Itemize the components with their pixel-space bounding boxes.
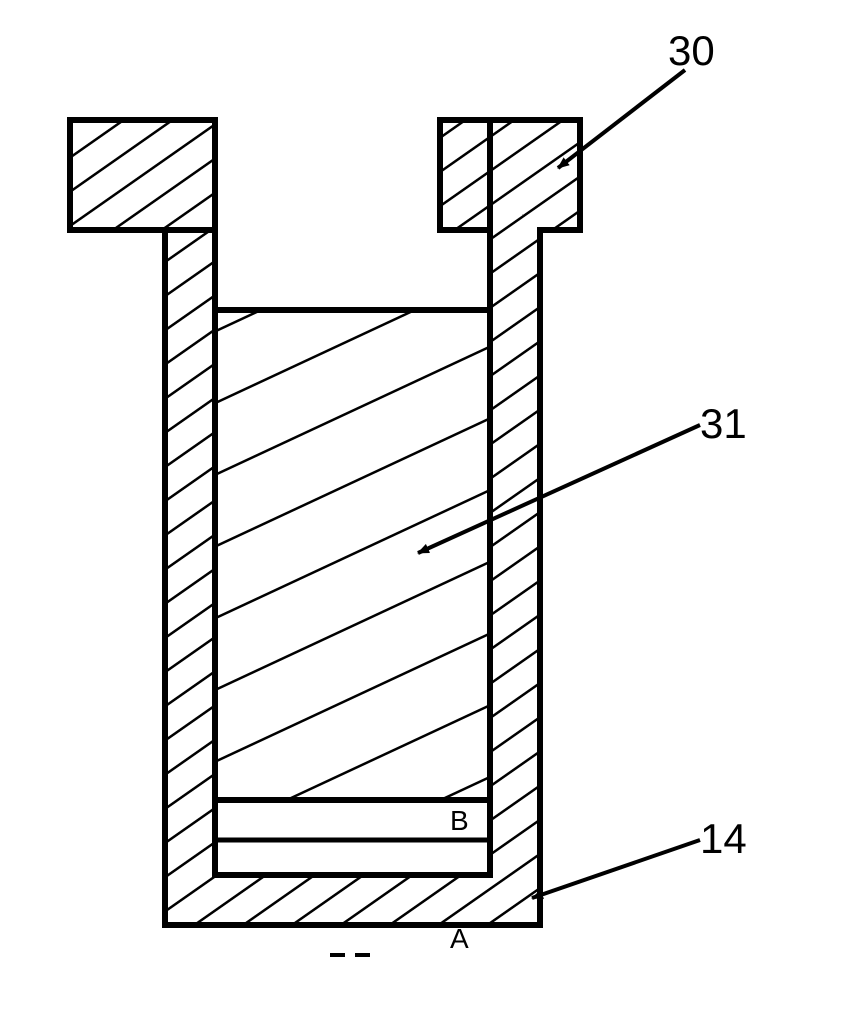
label-31: 31 — [700, 400, 747, 447]
point-label-B: B — [450, 805, 469, 836]
core-block-31 — [215, 310, 490, 800]
point-label-A: A — [450, 923, 469, 954]
slab-under-core — [215, 800, 490, 840]
leader-14 — [532, 840, 700, 898]
label-14: 14 — [700, 815, 747, 862]
label-30: 30 — [668, 27, 715, 74]
cross-section-diagram: B A 30 31 14 — [0, 0, 844, 1009]
